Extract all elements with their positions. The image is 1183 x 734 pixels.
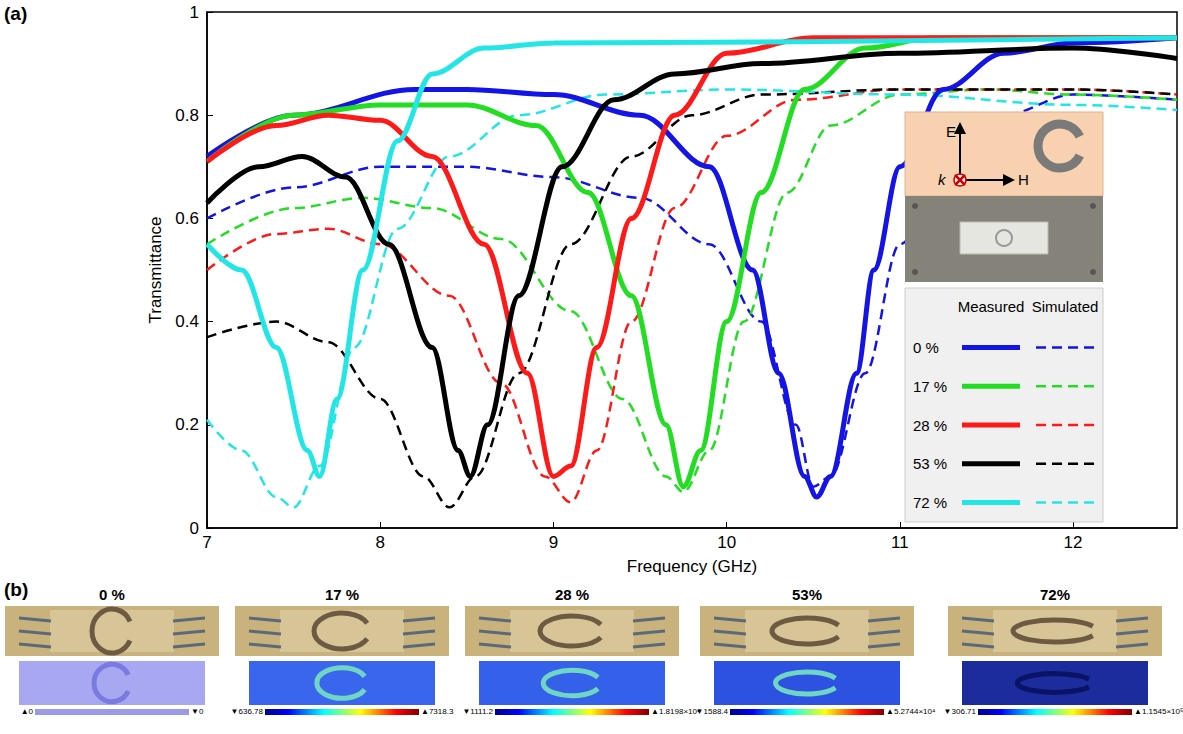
svg-text:Simulated: Simulated — [1032, 298, 1099, 315]
svg-text:▼1588.4: ▼1588.4 — [696, 707, 729, 716]
svg-text:53%: 53% — [792, 586, 822, 603]
svg-text:▲1.1545×10⁵: ▲1.1545×10⁵ — [1134, 707, 1183, 716]
svg-text:1: 1 — [190, 3, 199, 22]
svg-text:0 %: 0 % — [99, 586, 125, 603]
svg-text:▼636.78: ▼636.78 — [231, 707, 264, 716]
svg-text:28 %: 28 % — [555, 586, 589, 603]
svg-text:k: k — [938, 171, 947, 188]
svg-text:0.4: 0.4 — [175, 312, 199, 331]
svg-text:Frequency (GHz): Frequency (GHz) — [627, 557, 757, 576]
svg-text:53 %: 53 % — [913, 455, 947, 472]
svg-text:H: H — [1018, 171, 1029, 188]
svg-text:(b): (b) — [4, 579, 28, 600]
svg-text:▼306.71: ▼306.71 — [944, 707, 977, 716]
svg-text:E: E — [946, 123, 956, 140]
svg-text:17 %: 17 % — [913, 378, 947, 395]
svg-text:▲7318.3: ▲7318.3 — [421, 707, 454, 716]
svg-text:▼1111.2: ▼1111.2 — [462, 707, 493, 716]
svg-text:0.2: 0.2 — [175, 415, 199, 434]
svg-text:11: 11 — [891, 533, 909, 552]
svg-text:0: 0 — [190, 519, 199, 538]
svg-text:0 %: 0 % — [913, 339, 939, 356]
svg-text:Transmittance: Transmittance — [146, 216, 165, 323]
svg-text:8: 8 — [375, 533, 384, 552]
svg-text:10: 10 — [717, 533, 736, 552]
svg-text:72 %: 72 % — [913, 494, 947, 511]
svg-text:28 %: 28 % — [913, 417, 947, 434]
svg-text:17 %: 17 % — [325, 586, 359, 603]
svg-text:(a): (a) — [4, 3, 27, 24]
svg-text:72%: 72% — [1040, 586, 1070, 603]
svg-text:0.6: 0.6 — [175, 209, 199, 228]
svg-text:▼0: ▼0 — [191, 707, 204, 716]
svg-text:▲5.2744×10⁴: ▲5.2744×10⁴ — [886, 707, 936, 716]
svg-text:9: 9 — [549, 533, 558, 552]
svg-text:▲1.8198×10⁴: ▲1.8198×10⁴ — [651, 707, 701, 716]
svg-text:7: 7 — [202, 533, 211, 552]
svg-text:Measured: Measured — [958, 298, 1025, 315]
svg-text:▲0: ▲0 — [21, 707, 34, 716]
svg-text:0.8: 0.8 — [175, 106, 199, 125]
svg-text:12: 12 — [1064, 533, 1083, 552]
